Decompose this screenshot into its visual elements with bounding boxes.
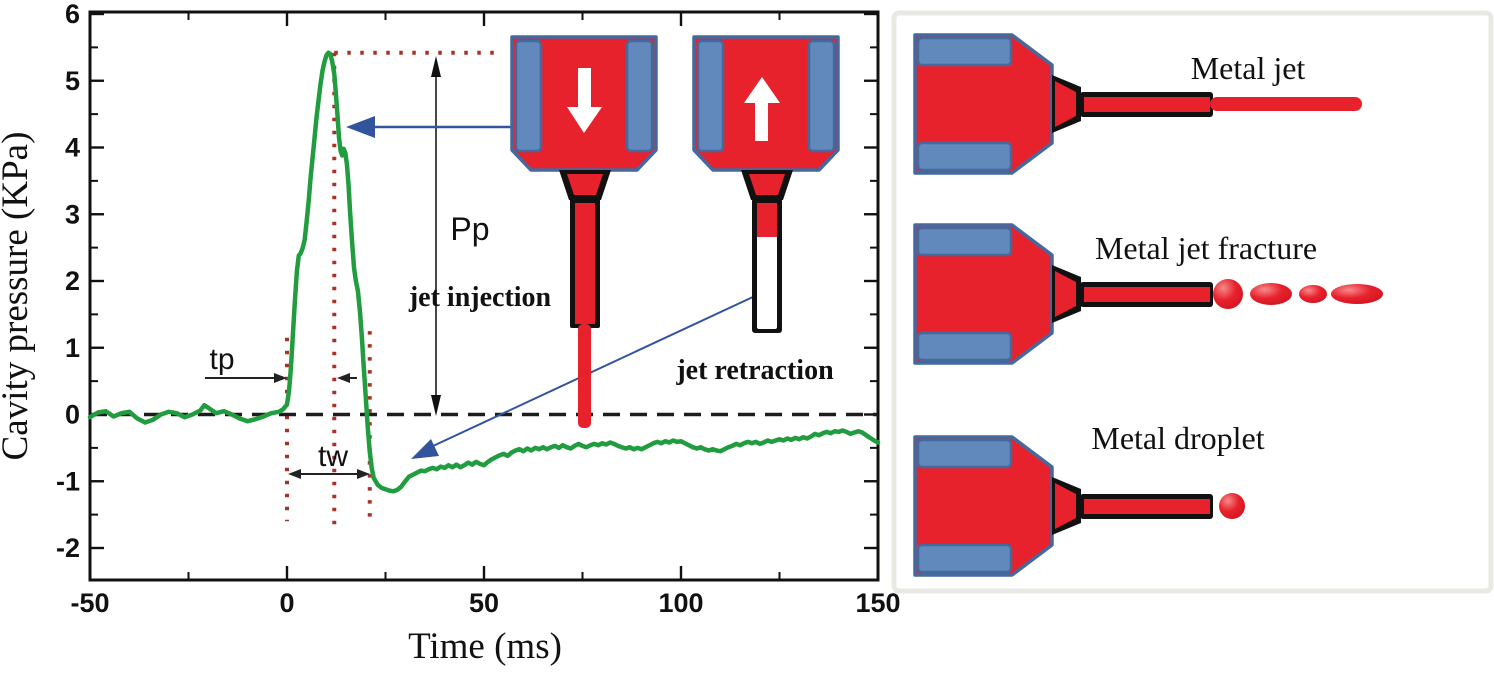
y-tick-label: 0 xyxy=(65,400,80,430)
metal-jet-stream xyxy=(1210,97,1362,111)
tp-interval-arrow xyxy=(205,373,357,383)
x-tick-label: 50 xyxy=(469,588,499,618)
single-droplet xyxy=(1219,493,1245,519)
y-tick-label: -1 xyxy=(56,466,80,496)
stage-metal-jet: Metal jet xyxy=(913,33,1362,175)
annotations: tp tw Pp jet injection jet retraction xyxy=(205,56,834,479)
x-tick-label: 150 xyxy=(855,588,900,618)
x-tick-label: 100 xyxy=(658,588,703,618)
jet-retraction-label: jet retraction xyxy=(675,355,834,386)
pp-magnitude-arrow xyxy=(431,56,441,416)
stage-label: Metal jet xyxy=(1191,50,1306,86)
y-tick-label: -2 xyxy=(56,533,80,563)
y-tick-label: 3 xyxy=(65,199,80,229)
injection-nozzle-diagram xyxy=(510,35,658,428)
retraction-nozzle-diagram xyxy=(692,35,840,333)
pressure-time-plot: -50 0 50 100 150 -2 -1 0 1 2 3 4 5 6 xyxy=(56,0,901,618)
jet-stages-panel: Metal jet Metal jet fracture Metal dropl… xyxy=(891,10,1494,594)
jet-injection-label: jet injection xyxy=(408,282,552,313)
tp-label: tp xyxy=(209,343,234,376)
y-axis-title: Cavity pressure (KPa) xyxy=(0,132,36,461)
y-tick-label: 1 xyxy=(65,333,80,363)
cavity-pressure-curve xyxy=(87,50,881,494)
fracturing-droplets xyxy=(1213,279,1383,309)
stage-metal-jet-fracture: Metal jet fracture xyxy=(913,223,1383,365)
x-tick-label: -50 xyxy=(70,588,109,618)
retracted-meniscus xyxy=(757,203,777,237)
pp-label: Pp xyxy=(450,211,489,247)
ejected-jet xyxy=(578,324,591,428)
stage-metal-droplet: Metal droplet xyxy=(913,420,1265,577)
tw-label: tw xyxy=(318,440,348,473)
y-tick-label: 2 xyxy=(65,266,80,296)
y-tick-label: 5 xyxy=(65,66,80,96)
jet-retraction-arrow xyxy=(411,295,756,459)
tw-interval-arrow xyxy=(288,469,370,479)
piston-up-arrow-icon xyxy=(744,77,780,141)
y-tick-label: 6 xyxy=(65,0,80,29)
y-tick-label: 4 xyxy=(65,133,80,163)
jet-injection-arrow xyxy=(346,116,513,138)
x-tick-label: 0 xyxy=(279,588,294,618)
stage-label: Metal jet fracture xyxy=(1095,230,1317,266)
piston-down-arrow-icon xyxy=(567,68,602,133)
x-axis-title: Time (ms) xyxy=(408,626,562,667)
stage-label: Metal droplet xyxy=(1091,420,1264,456)
